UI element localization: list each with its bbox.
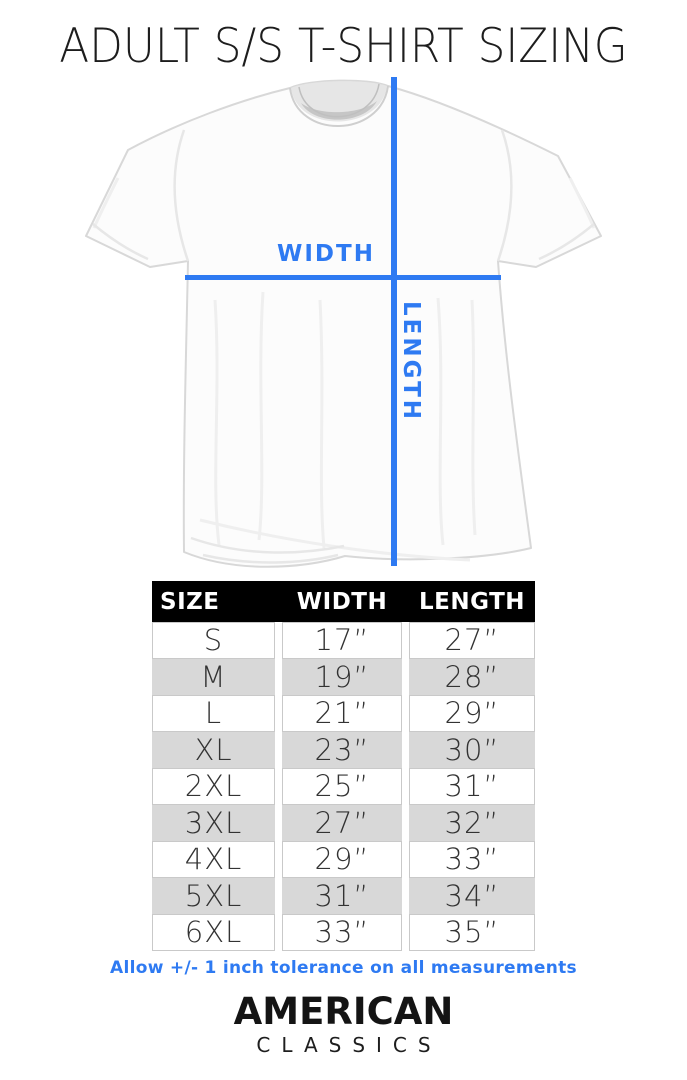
table-row: 3XL 27” 32” [152, 804, 535, 841]
cell-size: 5XL [152, 877, 275, 914]
cell-width: 31” [282, 877, 402, 914]
length-label: LENGTH [398, 301, 424, 423]
length-line [391, 77, 397, 566]
cell-width: 19” [282, 658, 402, 695]
collar-inner-shadow [301, 101, 377, 120]
width-line [185, 275, 501, 280]
cell-size: M [152, 658, 275, 695]
cell-length: 29” [409, 695, 535, 732]
cell-length: 34” [409, 877, 535, 914]
brand-name-primary: AMERICAN [233, 990, 454, 1033]
shirt-body [85, 79, 602, 568]
size-table: SIZE WIDTH LENGTH S 17” 27” M 19” 28” L … [152, 581, 535, 951]
tshirt-illustration [85, 77, 602, 568]
table-row: 4XL 29” 33” [152, 841, 535, 878]
table-row: 2XL 25” 31” [152, 768, 535, 805]
cell-length: 35” [409, 914, 535, 951]
cell-width: 29” [282, 841, 402, 878]
brand-name-secondary: CLASSICS [256, 1033, 442, 1057]
shirt-seams [92, 129, 595, 564]
table-row: XL 23” 30” [152, 731, 535, 768]
cell-size: XL [152, 731, 275, 768]
width-label: WIDTH [277, 241, 375, 267]
cell-length: 30” [409, 731, 535, 768]
collar-band [289, 85, 389, 127]
cell-width: 27” [282, 804, 402, 841]
table-row: M 19” 28” [152, 658, 535, 695]
size-table-body: S 17” 27” M 19” 28” L 21” 29” XL 23” 30”… [152, 622, 535, 951]
collar-band-inner [298, 83, 380, 118]
shirt-wrinkles [92, 177, 596, 562]
cell-length: 27” [409, 622, 535, 659]
cell-size: 3XL [152, 804, 275, 841]
cell-size: L [152, 695, 275, 732]
cell-size: 6XL [152, 914, 275, 951]
cell-size: S [152, 622, 275, 659]
cell-length: 33” [409, 841, 535, 878]
table-row: S 17” 27” [152, 622, 535, 659]
table-row: 5XL 31” 34” [152, 877, 535, 914]
cell-size: 4XL [152, 841, 275, 878]
cell-width: 25” [282, 768, 402, 805]
cell-width: 23” [282, 731, 402, 768]
cell-length: 31” [409, 768, 535, 805]
brand-logo: AMERICAN CLASSICS [0, 993, 687, 1057]
page-title: ADULT S/S T-SHIRT SIZING [59, 19, 628, 74]
column-header-size: SIZE [160, 588, 220, 615]
cell-size: 2XL [152, 768, 275, 805]
column-header-width: WIDTH [296, 588, 388, 615]
tolerance-note: Allow +/- 1 inch tolerance on all measur… [110, 958, 577, 978]
cell-width: 17” [282, 622, 402, 659]
cell-length: 28” [409, 658, 535, 695]
cell-width: 21” [282, 695, 402, 732]
table-row: L 21” 29” [152, 695, 535, 732]
cell-length: 32” [409, 804, 535, 841]
column-header-length: LENGTH [418, 588, 526, 615]
size-table-header: SIZE WIDTH LENGTH [152, 581, 535, 622]
cell-width: 33” [282, 914, 402, 951]
table-row: 6XL 33” 35” [152, 914, 535, 951]
